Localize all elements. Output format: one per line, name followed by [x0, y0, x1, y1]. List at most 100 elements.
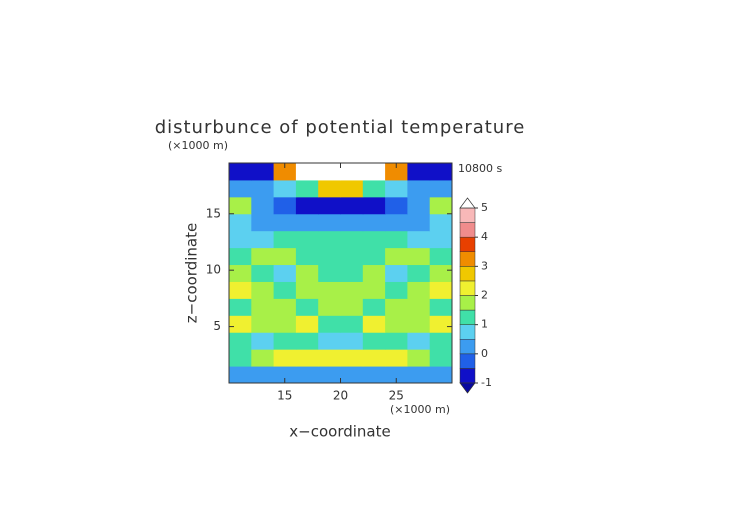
field-cell — [251, 230, 275, 249]
field-cell — [362, 332, 386, 350]
colorbar-segment — [459, 222, 476, 238]
field-cell — [407, 264, 431, 282]
field-cell — [407, 332, 431, 350]
field-cell — [362, 196, 386, 215]
field-cell — [362, 281, 386, 299]
field-cell — [273, 196, 297, 215]
field-cell — [407, 213, 431, 232]
field-cell — [340, 179, 364, 198]
field-cell — [340, 315, 364, 333]
field-cell — [362, 349, 386, 367]
field-cell — [251, 264, 275, 282]
field-cell — [295, 366, 319, 384]
field-cell — [295, 281, 319, 299]
field-cell — [407, 366, 431, 384]
field-cell — [407, 179, 431, 198]
field-cell — [340, 230, 364, 249]
field-cell — [429, 247, 453, 266]
colorbar-segment — [459, 353, 476, 369]
field-cell — [429, 213, 453, 232]
field-cell — [295, 163, 319, 181]
field-cell — [429, 366, 453, 384]
field-cell — [362, 213, 386, 232]
field-cell — [362, 264, 386, 282]
chart-title: disturbunce of potential temperature — [155, 117, 526, 138]
field-cell — [407, 281, 431, 299]
field-cell — [251, 366, 275, 384]
field-cell — [251, 247, 275, 266]
field-cell — [251, 298, 275, 316]
field-cell — [340, 332, 364, 350]
field-cell — [273, 332, 297, 350]
field-cell — [318, 179, 341, 198]
field-cell — [295, 349, 319, 367]
y-tick-label: 15 — [206, 206, 221, 220]
field-cell — [273, 264, 297, 282]
field-cell — [340, 298, 364, 316]
field-cell — [251, 315, 275, 333]
field-cell — [273, 213, 297, 232]
field-cell — [229, 264, 252, 282]
field-cell — [251, 196, 275, 215]
field-cell — [318, 349, 341, 367]
field-cell — [340, 264, 364, 282]
field-cell — [362, 315, 386, 333]
field-cell — [273, 366, 297, 384]
field-cell — [251, 179, 275, 198]
colorbar-segment — [459, 251, 476, 267]
colorbar-tick-label: 0 — [481, 347, 488, 360]
field-cell — [385, 179, 408, 198]
colorbar-over — [459, 197, 476, 209]
field-cell — [385, 315, 408, 333]
field-cell — [318, 264, 341, 282]
field-cell — [318, 315, 341, 333]
colorbar-segment — [459, 339, 476, 355]
colorbar-tick-label: 1 — [481, 318, 488, 331]
field-cell — [295, 196, 319, 215]
field-cell — [407, 298, 431, 316]
field-cell — [407, 349, 431, 367]
field-cell — [429, 298, 453, 316]
field-cell — [318, 366, 341, 384]
field-cell — [429, 281, 453, 299]
field-cell — [429, 230, 453, 249]
field-cell — [318, 332, 341, 350]
field-cell — [407, 315, 431, 333]
field-cell — [318, 281, 341, 299]
colorbar-segment — [459, 266, 476, 282]
field-cell — [340, 349, 364, 367]
field-cell — [229, 230, 252, 249]
field-cell — [407, 247, 431, 266]
field-cell — [340, 213, 364, 232]
colorbar-segment — [459, 280, 476, 296]
field-cell — [229, 298, 252, 316]
field-cell — [295, 298, 319, 316]
y-unit: (×1000 m) — [168, 139, 228, 152]
field-cell — [385, 163, 408, 181]
x-unit: (×1000 m) — [390, 403, 450, 416]
field-cell — [295, 247, 319, 266]
field-cell — [295, 315, 319, 333]
field-cell — [429, 196, 453, 215]
colorbar-segment — [459, 207, 476, 223]
field-cell — [385, 332, 408, 350]
field-cell — [385, 366, 408, 384]
field-cell — [385, 349, 408, 367]
field-cell — [340, 196, 364, 215]
field-cell — [229, 349, 252, 367]
field-cell — [385, 264, 408, 282]
field-cell — [385, 196, 408, 215]
field-cell — [340, 247, 364, 266]
field-cell — [318, 213, 341, 232]
field-cell — [429, 179, 453, 198]
colorbar-tick-label: 4 — [481, 230, 488, 243]
x-axis-label: x−coordinate — [289, 423, 390, 441]
y-tick-label: 5 — [213, 319, 221, 333]
field-cell — [229, 247, 252, 266]
field-cell — [385, 213, 408, 232]
field-cell — [385, 247, 408, 266]
field-cell — [318, 163, 341, 181]
field-cell — [340, 163, 364, 181]
field-cell — [385, 298, 408, 316]
colorbar-segment — [459, 309, 476, 325]
